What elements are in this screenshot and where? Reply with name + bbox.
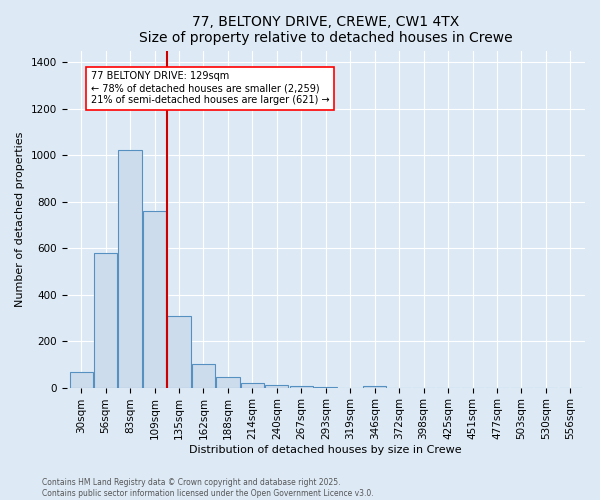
Bar — [118, 150, 142, 388]
Bar — [217, 377, 239, 388]
X-axis label: Distribution of detached houses by size in Crewe: Distribution of detached houses by size … — [190, 445, 462, 455]
Bar — [94, 253, 117, 388]
Text: Contains HM Land Registry data © Crown copyright and database right 2025.
Contai: Contains HM Land Registry data © Crown c… — [42, 478, 374, 498]
Bar — [143, 211, 166, 388]
Title: 77, BELTONY DRIVE, CREWE, CW1 4TX
Size of property relative to detached houses i: 77, BELTONY DRIVE, CREWE, CW1 4TX Size o… — [139, 15, 512, 45]
Bar — [192, 364, 215, 388]
Bar — [265, 385, 289, 388]
Bar — [290, 386, 313, 388]
Bar — [241, 383, 264, 388]
Bar — [70, 372, 93, 388]
Y-axis label: Number of detached properties: Number of detached properties — [15, 132, 25, 307]
Bar — [167, 316, 191, 388]
Text: 77 BELTONY DRIVE: 129sqm
← 78% of detached houses are smaller (2,259)
21% of sem: 77 BELTONY DRIVE: 129sqm ← 78% of detach… — [91, 72, 329, 104]
Bar — [363, 386, 386, 388]
